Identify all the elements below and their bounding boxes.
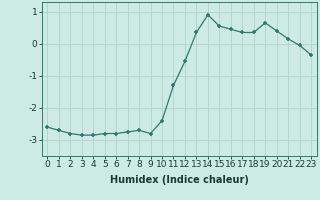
X-axis label: Humidex (Indice chaleur): Humidex (Indice chaleur) — [110, 175, 249, 185]
